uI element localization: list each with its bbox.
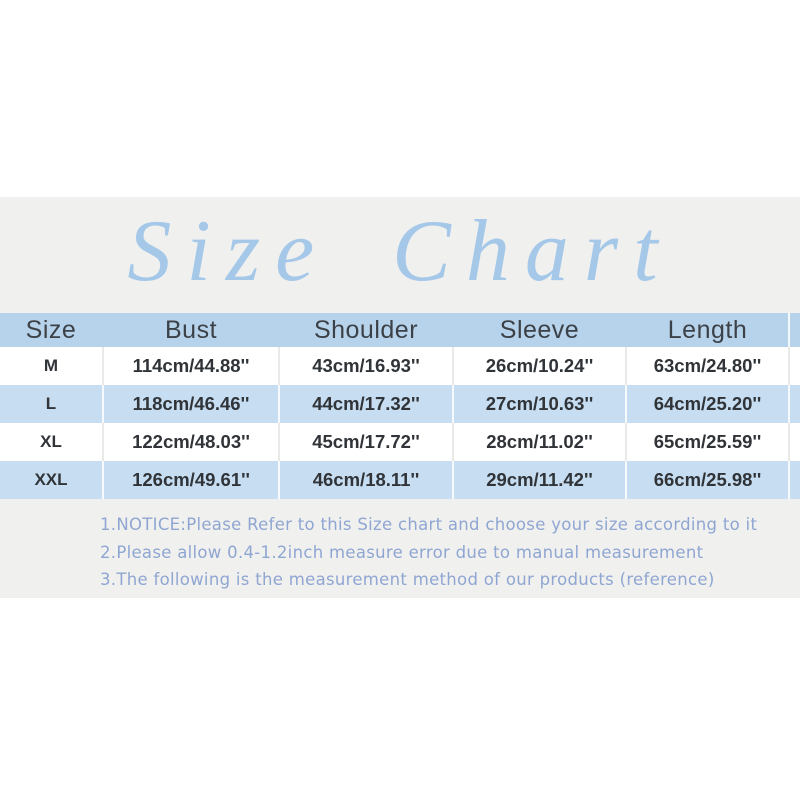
row-end-spacer (788, 461, 800, 499)
sleeve-value: 29cm/11.42'' (452, 461, 625, 499)
size-chart-panel: Size Chart Size Bust Shoulder Sleeve Len… (0, 197, 800, 598)
header-shoulder: Shoulder (313, 315, 419, 344)
row-end-spacer (788, 423, 800, 461)
length-value: 66cm/25.98'' (625, 461, 788, 499)
size-label: XL (40, 432, 62, 451)
notice-line-3: 3.The following is the measurement metho… (100, 570, 715, 589)
row-end-spacer (788, 385, 800, 423)
shoulder-value: 46cm/18.11'' (278, 461, 452, 499)
notice-line-1: 1.NOTICE:Please Refer to this Size chart… (100, 515, 758, 534)
bust-value: 114cm/44.88'' (102, 347, 278, 385)
shoulder-value: 43cm/16.93'' (278, 347, 452, 385)
bust-value: 126cm/49.61'' (102, 461, 278, 499)
size-label: XXL (34, 470, 68, 489)
size-label: L (45, 394, 57, 413)
notice-block: 1.NOTICE:Please Refer to this Size chart… (100, 511, 760, 594)
length-value: 63cm/24.80'' (625, 347, 788, 385)
page-title: Size Chart (127, 203, 673, 300)
row-end-spacer (788, 347, 800, 385)
length-value: 65cm/25.59'' (625, 423, 788, 461)
header-end-spacer (788, 313, 800, 347)
size-table: Size Bust Shoulder Sleeve Length M 114cm… (0, 313, 800, 499)
notice-line-2: 2.Please allow 0.4-1.2inch measure error… (100, 542, 704, 562)
bust-value: 118cm/46.46'' (102, 385, 278, 423)
header-length: Length (667, 315, 748, 344)
sleeve-value: 28cm/11.02'' (452, 423, 625, 461)
sleeve-value: 26cm/10.24'' (452, 347, 625, 385)
table-row-xl: XL 122cm/48.03'' 45cm/17.72'' 28cm/11.02… (0, 423, 800, 461)
header-size: Size (25, 315, 77, 344)
table-header-row: Size Bust Shoulder Sleeve Length (0, 313, 800, 347)
length-value: 64cm/25.20'' (625, 385, 788, 423)
header-bust: Bust (164, 315, 218, 344)
bust-value: 122cm/48.03'' (102, 423, 278, 461)
table-row-l: L 118cm/46.46'' 44cm/17.32'' 27cm/10.63'… (0, 385, 800, 423)
shoulder-value: 45cm/17.72'' (278, 423, 452, 461)
size-label: M (43, 356, 59, 375)
header-sleeve: Sleeve (499, 315, 580, 344)
table-row-m: M 114cm/44.88'' 43cm/16.93'' 26cm/10.24'… (0, 347, 800, 385)
shoulder-value: 44cm/17.32'' (278, 385, 452, 423)
table-row-xxl: XXL 126cm/49.61'' 46cm/18.11'' 29cm/11.4… (0, 461, 800, 499)
sleeve-value: 27cm/10.63'' (452, 385, 625, 423)
